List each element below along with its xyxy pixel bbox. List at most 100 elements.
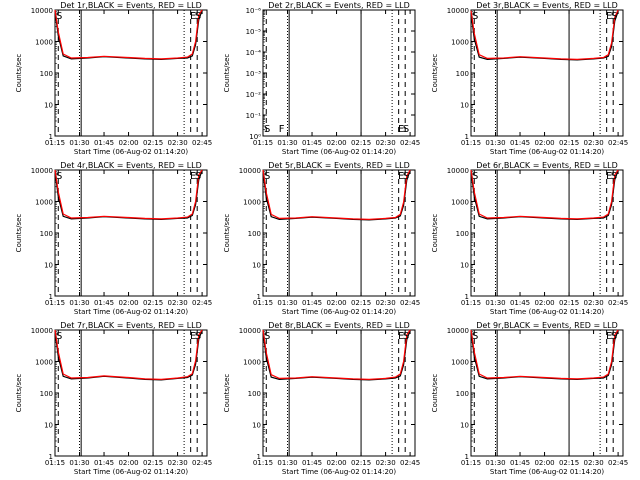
- y-tick-label: 1: [465, 293, 469, 301]
- y-axis-label: Counts/sec: [223, 54, 231, 93]
- lld-series-line: [54, 9, 203, 60]
- x-tick-label: 02:15: [559, 299, 579, 307]
- flag-label: E: [398, 124, 404, 135]
- x-tick-label: 02:30: [375, 459, 395, 467]
- flag-label: E: [398, 171, 404, 182]
- panel-title: Det 3r,BLACK = Events, RED = LLD: [476, 1, 618, 10]
- x-tick-label: 02:45: [608, 299, 628, 307]
- x-tick-label: 01:30: [69, 139, 89, 147]
- flag-label: E: [190, 171, 196, 182]
- panel-title: Det 5r,BLACK = Events, RED = LLD: [268, 161, 410, 170]
- x-axis-label: Start Time (06-Aug-02 01:14:20): [282, 468, 396, 476]
- x-tick-label: 02:30: [167, 299, 187, 307]
- flag-label: E: [190, 331, 196, 342]
- panel-title: Det 2r,BLACK = Events, RED = LLD: [268, 1, 410, 10]
- flag-label: S: [195, 11, 201, 22]
- detector-panel: Det 7r,BLACK = Events, RED = LLD 1 10 100 10…: [15, 321, 212, 476]
- y-tick-label: 100: [248, 390, 261, 398]
- x-tick-label: 01:45: [510, 459, 530, 467]
- y-tick-label: 1000: [35, 359, 53, 367]
- y-tick-label: 1000: [451, 199, 469, 207]
- lld-series-line: [470, 9, 619, 61]
- flag-label: S: [264, 171, 270, 182]
- x-tick-label: 02:00: [118, 459, 138, 467]
- y-tick-label: 100: [40, 390, 53, 398]
- x-tick-label: 02:00: [534, 459, 554, 467]
- panel-title: Det 4r,BLACK = Events, RED = LLD: [60, 161, 202, 170]
- y-tick-label: 100: [248, 230, 261, 238]
- panel-title: Det 8r,BLACK = Events, RED = LLD: [268, 321, 410, 330]
- y-tick-label: 10⁻⁶: [246, 7, 262, 15]
- events-series-line: [54, 170, 203, 221]
- x-tick-label: 02:45: [608, 139, 628, 147]
- y-tick-label: 10000: [31, 327, 53, 335]
- x-tick-label: 01:15: [253, 139, 273, 147]
- flag-label: S: [611, 171, 617, 182]
- lld-series-line: [470, 169, 619, 220]
- x-tick-label: 02:30: [583, 139, 603, 147]
- detector-panel: Det 8r,BLACK = Events, RED = LLD 1 10 100 10…: [223, 321, 420, 476]
- events-series-line: [470, 11, 619, 61]
- x-tick-label: 01:45: [94, 139, 114, 147]
- y-tick-label: 10000: [447, 167, 469, 175]
- y-tick-label: 10000: [447, 7, 469, 15]
- y-axis-label: Counts/sec: [223, 214, 231, 253]
- events-series-line: [54, 10, 203, 61]
- y-tick-label: 10: [44, 262, 53, 270]
- events-series-line: [54, 330, 203, 381]
- y-tick-label: 10⁰: [249, 133, 261, 141]
- y-tick-label: 1: [465, 133, 469, 141]
- x-tick-label: 02:00: [326, 139, 346, 147]
- flag-label: E: [398, 331, 404, 342]
- y-tick-label: 1000: [35, 39, 53, 47]
- y-axis-label: Counts/sec: [431, 374, 439, 413]
- y-tick-label: 10⁻²: [246, 91, 262, 99]
- x-axis-label: Start Time (06-Aug-02 01:14:20): [74, 148, 188, 156]
- flag-label: F: [279, 124, 285, 135]
- x-tick-label: 01:15: [45, 459, 65, 467]
- x-tick-label: 02:30: [583, 459, 603, 467]
- flag-label: S: [611, 331, 617, 342]
- y-tick-label: 1: [49, 293, 53, 301]
- flag-label: E: [606, 171, 612, 182]
- x-tick-label: 02:45: [608, 459, 628, 467]
- flag-label: S: [195, 171, 201, 182]
- detector-panel: Det 2r,BLACK = Events, RED = LLD 10⁰ 10⁻¹ 1…: [223, 1, 420, 156]
- x-tick-label: 02:45: [400, 139, 420, 147]
- flag-label: S: [611, 11, 617, 22]
- x-tick-label: 02:15: [143, 299, 163, 307]
- flag-label: S: [56, 11, 62, 22]
- x-axis-label: Start Time (06-Aug-02 01:14:20): [490, 468, 604, 476]
- x-tick-label: 02:00: [326, 459, 346, 467]
- y-tick-label: 10: [460, 262, 469, 270]
- flag-label: S: [472, 171, 478, 182]
- x-tick-label: 01:30: [277, 459, 297, 467]
- x-tick-label: 01:15: [461, 139, 481, 147]
- x-tick-label: 02:45: [192, 299, 212, 307]
- x-tick-label: 01:15: [461, 299, 481, 307]
- y-tick-label: 10: [252, 262, 261, 270]
- x-axis-label: Start Time (06-Aug-02 01:14:20): [74, 308, 188, 316]
- y-tick-label: 1000: [35, 199, 53, 207]
- y-axis-label: Counts/sec: [15, 54, 23, 93]
- y-tick-label: 10: [44, 102, 53, 110]
- x-tick-label: 01:45: [302, 459, 322, 467]
- x-tick-label: 02:00: [118, 299, 138, 307]
- y-tick-label: 10: [252, 422, 261, 430]
- x-tick-label: 01:30: [277, 139, 297, 147]
- x-tick-label: 02:15: [559, 139, 579, 147]
- y-tick-label: 1000: [451, 39, 469, 47]
- x-tick-label: 02:00: [326, 299, 346, 307]
- x-tick-label: 01:15: [45, 299, 65, 307]
- x-axis-label: Start Time (06-Aug-02 01:14:20): [282, 308, 396, 316]
- y-axis-label: Counts/sec: [223, 374, 231, 413]
- y-tick-label: 10000: [447, 327, 469, 335]
- x-tick-label: 02:15: [559, 459, 579, 467]
- x-tick-label: 02:30: [167, 139, 187, 147]
- flag-label: E: [190, 11, 196, 22]
- x-axis-label: Start Time (06-Aug-02 01:14:20): [282, 148, 396, 156]
- flag-label: S: [472, 331, 478, 342]
- lld-series-line: [54, 169, 203, 220]
- x-tick-label: 02:00: [534, 299, 554, 307]
